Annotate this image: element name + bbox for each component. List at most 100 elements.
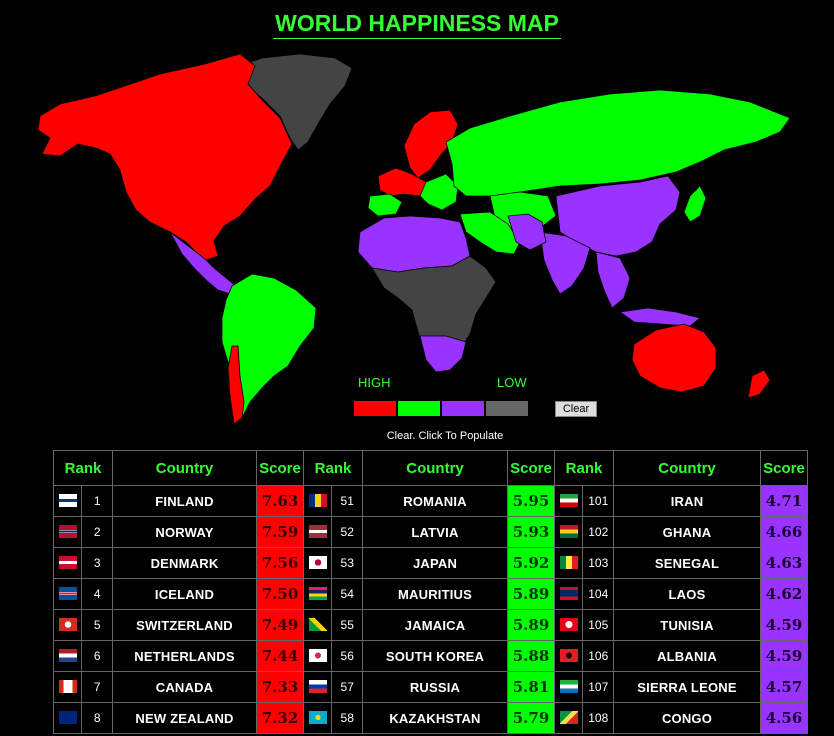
rank-number: 4 — [81, 578, 113, 610]
norway-flag-icon — [57, 524, 78, 540]
map-middle-east[interactable] — [459, 211, 521, 255]
map-north-america[interactable] — [37, 53, 293, 261]
header-rank-1: Rank — [53, 450, 113, 486]
country-name[interactable]: TUNISIA — [613, 609, 761, 641]
rank-number: 106 — [582, 640, 614, 672]
header-country-2: Country — [362, 450, 508, 486]
country-name[interactable]: SWITZERLAND — [112, 609, 257, 641]
country-name[interactable]: MAURITIUS — [362, 578, 508, 610]
iceland-flag-icon — [57, 586, 78, 602]
rank-number: 102 — [582, 516, 614, 548]
map-greenland[interactable] — [237, 53, 353, 151]
country-name[interactable]: NEW ZEALAND — [112, 702, 257, 734]
flag-cell — [52, 485, 83, 517]
map-australia[interactable] — [631, 323, 717, 393]
flag-cell — [52, 578, 83, 610]
map-russia[interactable] — [445, 89, 791, 197]
country-name[interactable]: JAPAN — [362, 547, 508, 579]
legend-swatch-gray[interactable] — [486, 401, 528, 416]
score-value: 4.63 — [760, 547, 808, 579]
country-name[interactable]: SENEGAL — [613, 547, 761, 579]
header-rank-2: Rank — [303, 450, 363, 486]
score-value: 4.66 — [760, 516, 808, 548]
rank-number: 55 — [331, 609, 363, 641]
map-chile-argentina[interactable] — [227, 345, 245, 425]
country-name[interactable]: DENMARK — [112, 547, 257, 579]
score-value: 7.32 — [256, 702, 304, 734]
country-name[interactable]: ROMANIA — [362, 485, 508, 517]
legend-swatch-green[interactable] — [398, 401, 440, 416]
page-title: WORLD HAPPINESS MAP — [273, 10, 561, 39]
map-japan[interactable] — [683, 185, 707, 223]
rank-number: 56 — [331, 640, 363, 672]
rank-number: 7 — [81, 671, 113, 703]
clear-button[interactable]: Clear — [555, 401, 597, 417]
flag-cell — [52, 547, 83, 579]
flag-cell — [52, 671, 83, 703]
flag-cell — [553, 547, 584, 579]
country-name[interactable]: ALBANIA — [613, 640, 761, 672]
legend-low-label: LOW — [497, 375, 527, 390]
map-new-zealand[interactable] — [747, 369, 771, 399]
map-southeast-asia[interactable] — [595, 251, 701, 327]
map-central-africa[interactable] — [371, 255, 497, 369]
country-name[interactable]: SIERRA LEONE — [613, 671, 761, 703]
country-name[interactable]: NETHERLANDS — [112, 640, 257, 672]
score-value: 5.81 — [507, 671, 555, 703]
country-name[interactable]: ICELAND — [112, 578, 257, 610]
russia-flag-icon — [307, 679, 328, 695]
map-southern-africa[interactable] — [419, 335, 467, 373]
country-name[interactable]: GHANA — [613, 516, 761, 548]
country-name[interactable]: LAOS — [613, 578, 761, 610]
switzerland-flag-icon — [57, 617, 78, 633]
flag-cell — [302, 671, 333, 703]
country-name[interactable]: JAMAICA — [362, 609, 508, 641]
flag-cell — [553, 578, 584, 610]
rank-number: 104 — [582, 578, 614, 610]
flag-cell — [302, 640, 333, 672]
flag-cell — [302, 578, 333, 610]
map-south-america[interactable] — [221, 273, 317, 419]
score-value: 7.59 — [256, 516, 304, 548]
score-value: 4.56 — [760, 702, 808, 734]
country-name[interactable]: LATVIA — [362, 516, 508, 548]
south-korea-flag-icon — [307, 648, 328, 664]
world-map[interactable] — [0, 46, 834, 436]
flag-cell — [302, 547, 333, 579]
jamaica-flag-icon — [307, 617, 328, 633]
legend-swatch-purple[interactable] — [442, 401, 484, 416]
map-iberia[interactable] — [367, 193, 403, 217]
table-row: 5 SWITZERLAND 7.49 55 JAMAICA 5.89 105 TUNISIA 4… — [52, 609, 808, 641]
flag-cell — [553, 609, 584, 641]
country-name[interactable]: IRAN — [613, 485, 761, 517]
rank-number: 108 — [582, 702, 614, 734]
kazakhstan-flag-icon — [307, 710, 328, 726]
flag-cell — [553, 485, 584, 517]
legend-swatch-red[interactable] — [354, 401, 396, 416]
score-value: 7.63 — [256, 485, 304, 517]
flag-cell — [302, 702, 333, 734]
japan-flag-icon — [307, 555, 328, 571]
flag-cell — [553, 640, 584, 672]
map-india[interactable] — [539, 231, 591, 295]
score-value: 4.71 — [760, 485, 808, 517]
flag-cell — [52, 640, 83, 672]
map-iran-region[interactable] — [507, 213, 547, 251]
header-score-2: Score — [507, 450, 555, 486]
denmark-flag-icon — [57, 555, 78, 571]
country-name[interactable]: NORWAY — [112, 516, 257, 548]
country-name[interactable]: CANADA — [112, 671, 257, 703]
country-name[interactable]: RUSSIA — [362, 671, 508, 703]
rank-number: 107 — [582, 671, 614, 703]
country-name[interactable]: SOUTH KOREA — [362, 640, 508, 672]
iran-flag-icon — [558, 493, 579, 509]
map-eastern-europe[interactable] — [419, 173, 459, 211]
country-name[interactable]: CONGO — [613, 702, 761, 734]
country-name[interactable]: KAZAKHSTAN — [362, 702, 508, 734]
score-value: 5.92 — [507, 547, 555, 579]
rank-number: 58 — [331, 702, 363, 734]
score-value: 4.59 — [760, 640, 808, 672]
country-name[interactable]: FINLAND — [112, 485, 257, 517]
map-north-africa[interactable] — [357, 215, 471, 273]
score-value: 5.88 — [507, 640, 555, 672]
